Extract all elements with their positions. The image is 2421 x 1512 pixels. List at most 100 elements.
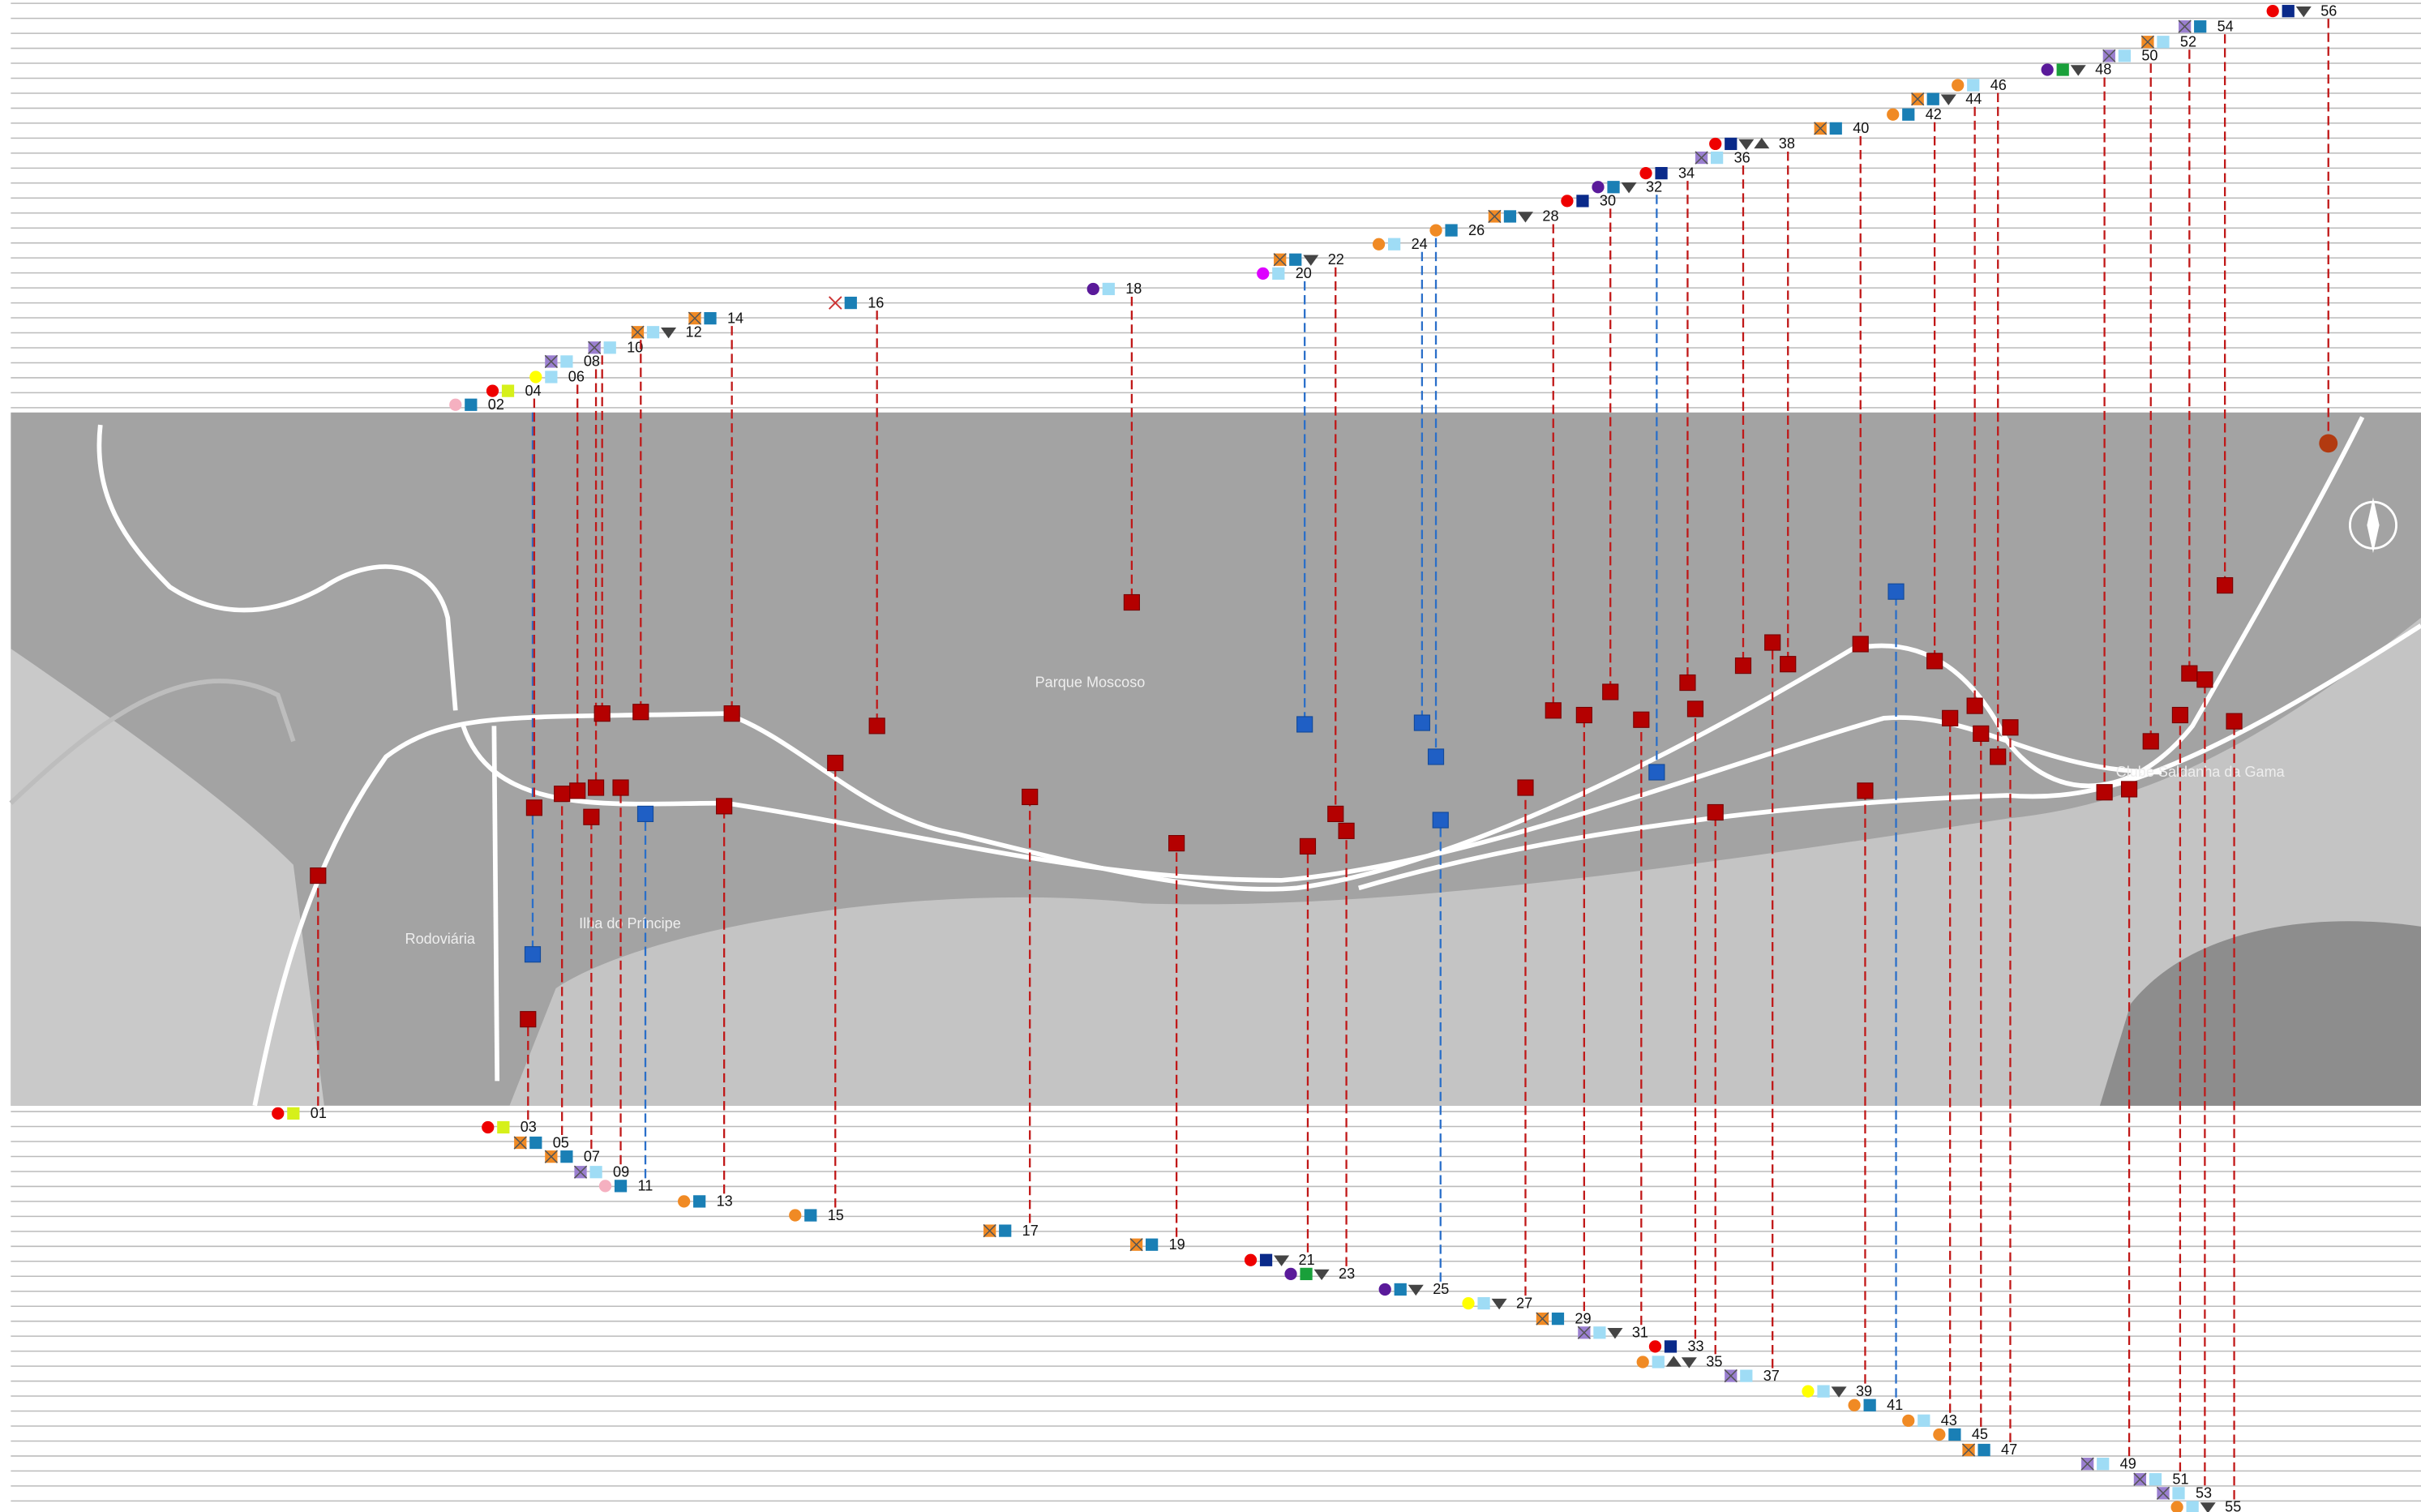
point-label: 27 <box>1516 1295 1532 1311</box>
marker <box>589 780 604 795</box>
icon <box>647 326 659 338</box>
marker <box>637 806 653 821</box>
point-label: 23 <box>1339 1266 1355 1282</box>
icon <box>2282 5 2295 17</box>
marker <box>1967 698 1982 713</box>
point-label: 24 <box>1412 236 1428 252</box>
marker <box>613 780 628 795</box>
marker <box>2319 434 2337 452</box>
point-label: 08 <box>584 353 600 370</box>
point-label: 33 <box>1687 1339 1703 1355</box>
icon <box>449 399 461 411</box>
icon <box>1967 79 1979 91</box>
icon <box>545 371 557 383</box>
point-label: 52 <box>2180 33 2196 49</box>
point-label: 06 <box>568 369 585 385</box>
point-label: 14 <box>727 310 743 326</box>
marker <box>570 783 585 799</box>
icon <box>2097 1458 2109 1470</box>
point-label: 16 <box>868 294 884 311</box>
marker <box>633 705 649 720</box>
icon <box>1607 181 1619 193</box>
point-label: 54 <box>2217 18 2234 34</box>
marker <box>724 706 739 722</box>
marker <box>1687 701 1703 717</box>
marker <box>1297 717 1313 732</box>
icon <box>2187 1501 2199 1512</box>
marker <box>584 809 599 825</box>
marker <box>1858 783 1873 799</box>
icon <box>2194 20 2206 32</box>
marker <box>525 947 540 962</box>
icon <box>465 399 477 411</box>
icon <box>1725 138 1737 150</box>
point-label: 03 <box>521 1119 537 1135</box>
icon <box>1462 1297 1474 1309</box>
icon <box>2200 1502 2216 1512</box>
place-label: Rodoviária <box>405 931 476 947</box>
place-label: Ilha do Príncipe <box>579 915 681 932</box>
icon <box>1933 1428 1945 1441</box>
point-label: 31 <box>1632 1325 1648 1341</box>
point-label: 05 <box>553 1134 569 1150</box>
aerial-map: Parque Moscoso Rodoviária Ilha do Prínci… <box>11 413 2421 1106</box>
marker <box>1576 708 1592 723</box>
icon <box>2071 65 2086 75</box>
marker <box>1649 765 1665 780</box>
icon <box>287 1107 299 1120</box>
marker <box>521 1012 536 1027</box>
icon <box>1902 109 1914 121</box>
point-label: 37 <box>1763 1368 1780 1384</box>
marker <box>1708 804 1723 820</box>
marker <box>1927 653 1943 669</box>
icon <box>1754 138 1769 148</box>
icon <box>272 1107 284 1120</box>
icon <box>2119 49 2131 62</box>
marker <box>2143 734 2158 749</box>
point-label: 45 <box>1972 1426 1988 1442</box>
icon <box>1918 1415 1930 1427</box>
icon <box>1902 1415 1914 1427</box>
place-label: Clube Saldanha da Gama <box>2116 764 2286 780</box>
icon <box>560 355 572 367</box>
marker <box>1888 584 1904 599</box>
marker <box>1433 812 1448 828</box>
icon <box>604 341 616 353</box>
icon <box>1272 268 1284 280</box>
point-label: 01 <box>311 1105 327 1121</box>
point-label: 28 <box>1542 208 1558 225</box>
point-label: 09 <box>613 1163 629 1180</box>
icon <box>529 1137 542 1149</box>
marker <box>311 868 326 884</box>
marker <box>1603 684 1618 700</box>
marker <box>1414 715 1429 730</box>
point-label: 17 <box>1022 1223 1039 1239</box>
icon <box>1978 1444 1990 1456</box>
point-label: 02 <box>488 396 504 413</box>
point-label: 13 <box>717 1193 733 1210</box>
marker <box>1853 636 1868 652</box>
marker <box>594 706 610 722</box>
icon <box>1284 1268 1296 1280</box>
icon <box>704 312 716 324</box>
point-label: 53 <box>2196 1485 2212 1501</box>
point-label: 15 <box>828 1207 844 1223</box>
icon <box>845 297 857 309</box>
icon <box>1817 1386 1829 1398</box>
point-label: 18 <box>1125 281 1142 297</box>
point-label: 41 <box>1887 1397 1903 1413</box>
point-label: 07 <box>584 1148 600 1164</box>
point-label: 44 <box>1965 91 1982 107</box>
icon <box>1948 1428 1960 1441</box>
icon <box>1592 181 1604 193</box>
point-label: 35 <box>1706 1354 1722 1370</box>
point-label: 19 <box>1169 1236 1185 1253</box>
icon <box>1260 1254 1272 1266</box>
icon <box>1655 167 1667 179</box>
marker <box>1680 675 1695 691</box>
icon <box>1607 1328 1622 1339</box>
icon <box>1408 1285 1424 1296</box>
icon <box>1740 1369 1752 1381</box>
icon <box>1666 1356 1682 1366</box>
marker <box>1943 710 1958 726</box>
